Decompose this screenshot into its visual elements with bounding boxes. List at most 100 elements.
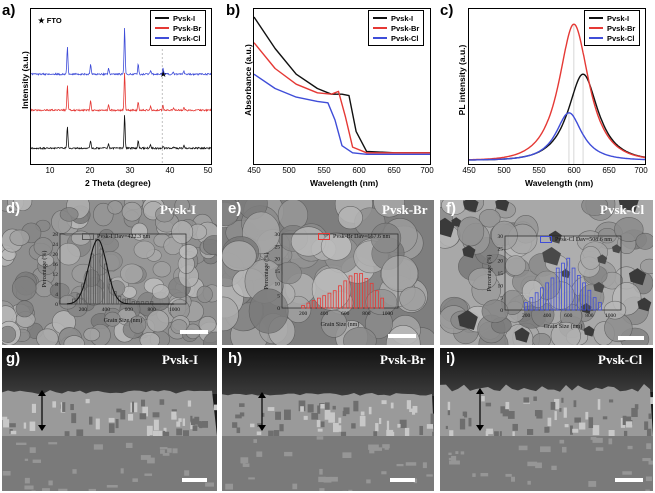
layer-texture bbox=[592, 425, 600, 436]
layer-texture bbox=[320, 403, 325, 409]
histogram-bar bbox=[587, 289, 592, 311]
layer-texture bbox=[485, 431, 489, 440]
layer-texture bbox=[235, 414, 242, 419]
histogram-bar bbox=[561, 262, 565, 311]
inset-ylabel: Percentage (%) bbox=[41, 251, 48, 288]
grain bbox=[202, 235, 217, 255]
scale-bar bbox=[388, 334, 416, 338]
grain bbox=[63, 335, 85, 345]
inset-legend-text: Pvsk-Cl Dav=508.6 nm bbox=[555, 236, 612, 243]
series-line-pvsk-i bbox=[253, 16, 430, 154]
layer-texture bbox=[623, 430, 628, 439]
layer-texture bbox=[368, 406, 372, 415]
inset-tick-label: 28 bbox=[53, 232, 59, 238]
grain bbox=[478, 208, 501, 228]
layer-texture bbox=[232, 422, 238, 428]
inset-tick-label: 1000 bbox=[605, 313, 616, 319]
plot-area-b bbox=[253, 8, 431, 165]
layer-texture bbox=[176, 428, 183, 436]
layer-texture bbox=[152, 430, 159, 437]
layer-texture bbox=[187, 400, 192, 407]
layer-texture bbox=[176, 421, 181, 427]
substrate-texture bbox=[24, 477, 30, 484]
grain bbox=[457, 216, 485, 247]
substrate-texture bbox=[368, 444, 379, 450]
layer-texture bbox=[213, 404, 217, 411]
inset-tick-label: 30 bbox=[498, 234, 504, 240]
grain bbox=[468, 267, 497, 291]
panel-label-h: h) bbox=[228, 350, 243, 367]
substrate-texture bbox=[422, 462, 427, 469]
grain bbox=[133, 240, 155, 259]
substrate-texture bbox=[622, 471, 632, 475]
layer-texture bbox=[373, 431, 378, 439]
substrate-texture bbox=[48, 480, 53, 486]
histogram-bar bbox=[524, 302, 528, 311]
grain bbox=[104, 311, 121, 327]
grain bbox=[131, 222, 148, 241]
layer-texture bbox=[602, 416, 608, 420]
substrate-texture bbox=[31, 490, 36, 491]
histogram-bar bbox=[576, 275, 581, 311]
grain bbox=[196, 285, 213, 303]
histogram-bar bbox=[317, 297, 321, 309]
substrate-texture bbox=[132, 478, 138, 482]
layer-texture bbox=[625, 416, 632, 425]
layer-texture bbox=[404, 427, 410, 439]
tick-label: 50 bbox=[203, 166, 213, 175]
layer-texture bbox=[120, 409, 126, 420]
layer-texture bbox=[132, 401, 135, 413]
histogram-bar bbox=[375, 290, 379, 309]
layer-texture bbox=[386, 429, 394, 441]
substrate-layer bbox=[440, 436, 653, 491]
inset-tick-label: 200 bbox=[299, 311, 308, 317]
histogram-bar bbox=[348, 275, 353, 309]
layer-texture bbox=[573, 400, 577, 408]
layer-texture bbox=[52, 401, 57, 408]
tick-label: 700 bbox=[634, 166, 648, 175]
layer-texture bbox=[360, 411, 365, 416]
inset-tick-label: 800 bbox=[585, 313, 594, 319]
sem-cross-section-g bbox=[2, 348, 217, 491]
substrate-texture bbox=[342, 452, 352, 458]
inset-tick-label: 0 bbox=[277, 306, 280, 312]
substrate-texture bbox=[448, 452, 452, 456]
substrate-texture bbox=[72, 469, 77, 474]
grain-size-histogram: 200 400 600 800 1000 0 5 10 15 20 25 30 Grain Size (… bbox=[263, 232, 399, 328]
inset-legend-f: Pvsk-Cl Dav=508.6 nm bbox=[540, 236, 612, 243]
layer-texture bbox=[108, 417, 115, 423]
layer-texture bbox=[153, 419, 159, 431]
sample-label-f: Pvsk-Cl bbox=[600, 202, 645, 217]
substrate-texture bbox=[561, 446, 567, 453]
scale-bar bbox=[182, 478, 207, 482]
series-line-pvsk-br bbox=[469, 23, 646, 161]
sem-cross-section-i bbox=[440, 348, 653, 491]
sample-label-i: Pvsk-Cl bbox=[598, 352, 643, 367]
layer-texture bbox=[622, 415, 627, 426]
grain bbox=[139, 332, 161, 345]
layer-texture bbox=[468, 417, 472, 427]
inset-tick-label: 200 bbox=[522, 313, 531, 319]
layer-texture bbox=[608, 399, 614, 403]
inset-xlabel: Grain Size (nm) bbox=[104, 317, 143, 324]
arrow-head-down-icon bbox=[38, 425, 46, 431]
layer-texture bbox=[275, 411, 281, 420]
inset-frame bbox=[281, 233, 399, 309]
tick-label: 20 bbox=[85, 166, 95, 175]
substrate-texture bbox=[382, 444, 390, 449]
substrate-texture bbox=[592, 437, 603, 443]
layer-texture bbox=[646, 428, 652, 440]
grain bbox=[9, 229, 30, 246]
layer-texture bbox=[554, 398, 560, 410]
histogram-bar bbox=[369, 282, 374, 309]
inset-tick-label: 24 bbox=[53, 242, 59, 248]
inset-tick-label: 15 bbox=[275, 269, 281, 275]
substrate-texture bbox=[540, 446, 551, 453]
legend-item: Pvsk-Cl bbox=[589, 33, 635, 43]
substrate-texture bbox=[405, 462, 417, 466]
substrate-texture bbox=[608, 438, 613, 445]
grain bbox=[381, 255, 419, 292]
layer-texture bbox=[351, 423, 356, 429]
pinhole-void bbox=[462, 245, 476, 259]
legend-text: Pvsk-I bbox=[173, 13, 196, 23]
